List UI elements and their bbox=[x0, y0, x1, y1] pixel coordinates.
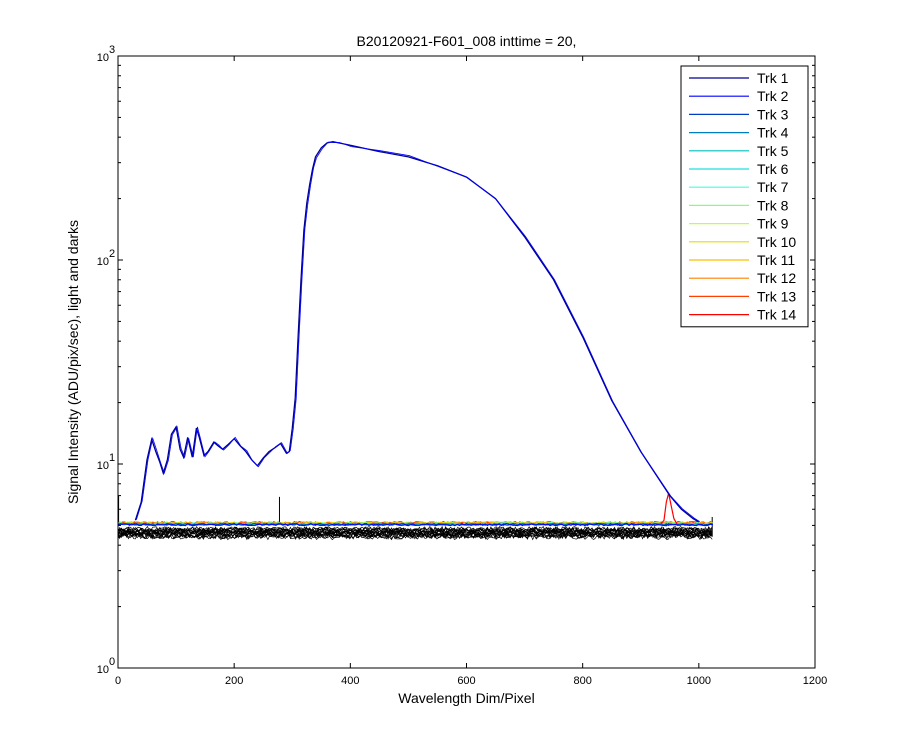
dark-trace bbox=[117, 525, 713, 533]
light-trace bbox=[117, 523, 713, 527]
y-tick-exponent: 2 bbox=[109, 248, 115, 260]
dark-trace bbox=[117, 531, 713, 539]
x-tick-label: 800 bbox=[573, 675, 591, 687]
legend-label: Trk 5 bbox=[757, 143, 789, 159]
y-tick-label: 10 bbox=[97, 52, 109, 64]
legend-label: Trk 6 bbox=[757, 161, 789, 177]
light-traces bbox=[117, 141, 714, 527]
legend-label: Trk 11 bbox=[757, 252, 795, 268]
x-tick-label: 200 bbox=[225, 675, 243, 687]
x-tick-label: 400 bbox=[341, 675, 359, 687]
legend-label: Trk 3 bbox=[757, 106, 789, 122]
legend-box bbox=[680, 65, 809, 328]
signal-trace bbox=[134, 141, 700, 523]
legend-label: Trk 1 bbox=[757, 70, 789, 86]
x-tick-label: 1000 bbox=[687, 675, 711, 687]
y-tick-exponent: 3 bbox=[109, 44, 115, 56]
y-tick-label: 10 bbox=[97, 664, 109, 676]
x-tick-label: 1200 bbox=[803, 675, 827, 687]
dark-trace bbox=[117, 526, 713, 534]
y-axis-title: Signal Intensity (ADU/pix/sec), light an… bbox=[65, 220, 81, 504]
y-tick-label: 10 bbox=[97, 256, 109, 268]
legend-label: Trk 9 bbox=[757, 216, 789, 232]
legend-label: Trk 12 bbox=[757, 270, 796, 286]
legend-label: Trk 14 bbox=[757, 307, 796, 323]
red-peak-trace bbox=[660, 492, 678, 525]
x-tick-label: 600 bbox=[457, 675, 475, 687]
dark-traces bbox=[117, 495, 713, 541]
legend-label: Trk 7 bbox=[757, 179, 789, 195]
axis-ticks bbox=[117, 55, 816, 669]
x-axis-title: Wavelength Dim/Pixel bbox=[398, 690, 534, 706]
chart-title: B20120921-F601_008 inttime = 20, bbox=[357, 33, 577, 49]
y-tick-exponent: 1 bbox=[109, 452, 115, 464]
legend-label: Trk 2 bbox=[757, 88, 789, 104]
legend-label: Trk 13 bbox=[757, 288, 796, 304]
y-tick-label: 10 bbox=[97, 460, 109, 472]
legend-label: Trk 10 bbox=[757, 234, 796, 250]
x-tick-label: 0 bbox=[115, 675, 121, 687]
signal-trace bbox=[136, 141, 701, 523]
legend: Trk 1 Trk 2 Trk 3 Trk 4 Trk 5 Trk 6 Trk 7 Trk 8… bbox=[680, 65, 809, 328]
legend-label: Trk 4 bbox=[757, 125, 789, 141]
legend-label: Trk 8 bbox=[757, 197, 789, 213]
y-tick-exponent: 0 bbox=[109, 656, 115, 668]
